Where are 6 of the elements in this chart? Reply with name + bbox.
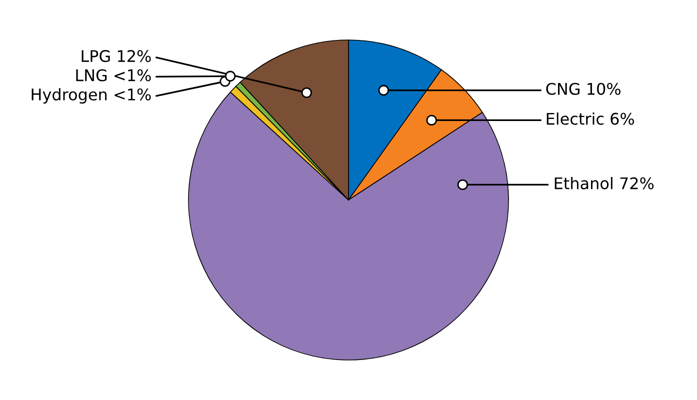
slice-label: LPG 12% bbox=[82, 50, 151, 62]
slice-label: CNG 10% bbox=[546, 82, 620, 95]
slice-label: Electric 6% bbox=[546, 112, 634, 125]
slice-label: Hydrogen <1% bbox=[32, 88, 151, 104]
slice-label: LNG <1% bbox=[76, 69, 151, 82]
slice-label: Ethanol 72% bbox=[554, 176, 654, 190]
